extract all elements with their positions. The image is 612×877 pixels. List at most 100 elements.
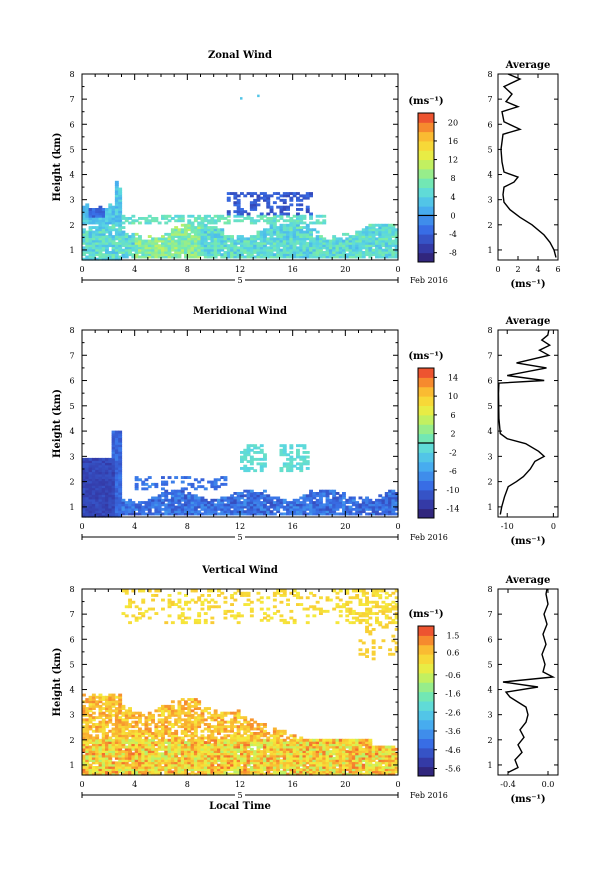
heatmap-cells — [82, 431, 399, 518]
heatmap-cell — [289, 203, 293, 206]
heatmap-cell — [217, 605, 221, 608]
chart-title: Zonal Wind — [208, 50, 272, 61]
heatmap-cell — [240, 97, 243, 100]
heatmap-cell — [154, 483, 158, 486]
heatmap-cell — [237, 709, 241, 712]
average-y-tick-label: 5 — [487, 145, 492, 154]
heatmap-cell — [148, 617, 152, 620]
colorbar-segment — [418, 160, 434, 170]
heatmap-cell — [122, 705, 126, 708]
colorbar-tick-label: 14 — [448, 373, 458, 382]
heatmap-cell — [280, 601, 284, 604]
heatmap-cell — [299, 596, 303, 599]
average-title: Average — [505, 60, 551, 71]
average-y-tick-label: 4 — [487, 171, 492, 180]
heatmap-cell — [260, 449, 264, 452]
heatmap-cell — [237, 199, 241, 202]
colorbar-segment — [418, 206, 434, 216]
average-x-label: (ms⁻¹) — [510, 279, 545, 290]
heatmap-cell — [220, 592, 224, 595]
colorbar-segment — [418, 415, 434, 425]
y-tick-label: 5 — [69, 145, 74, 154]
average-y-tick-label: 1 — [487, 246, 492, 255]
heatmap-cell — [289, 451, 293, 454]
average-x-tick-label: 6 — [555, 265, 560, 274]
heatmap-cell — [299, 603, 303, 606]
heatmap-cell — [164, 481, 168, 484]
colorbar-segment — [418, 141, 434, 151]
heatmap-cell — [230, 603, 234, 606]
heatmap-cell — [286, 621, 290, 624]
average-y-tick-label: 6 — [487, 120, 492, 129]
heatmap-cell — [154, 612, 158, 615]
heatmap-cell — [204, 619, 208, 622]
heatmap-cell — [148, 728, 152, 731]
heatmap-cell — [289, 610, 293, 613]
colorbar-segment — [418, 132, 434, 142]
colorbar-tick-label: 0 — [450, 211, 455, 220]
colorbar-segment — [418, 471, 434, 481]
colorbar-segment — [418, 113, 434, 123]
heatmap-cell — [257, 95, 260, 98]
heatmap-cell — [224, 601, 228, 604]
heatmap-cell — [131, 215, 135, 218]
colorbar-unit: (ms⁻¹) — [408, 96, 443, 107]
average-x-tick-label: -10 — [501, 522, 514, 531]
average-y-tick-label: 5 — [487, 402, 492, 411]
heatmap-cell — [286, 603, 290, 606]
heatmap-cell — [243, 716, 247, 719]
heatmap-cell — [283, 590, 287, 593]
heatmap-cell — [263, 490, 267, 493]
heatmap-cell — [204, 612, 208, 615]
y-tick-label: 8 — [69, 326, 74, 335]
x-tick-label: 16 — [288, 522, 298, 531]
heatmap-cell — [263, 453, 267, 456]
chart-title: Meridional Wind — [193, 306, 287, 317]
average-y-tick-label: 3 — [487, 452, 492, 461]
heatmap-cell — [201, 478, 205, 481]
heatmap-cell — [293, 734, 297, 737]
heatmap-cell — [171, 700, 175, 703]
y-tick-label: 6 — [69, 120, 74, 129]
heatmap-cell — [224, 476, 228, 479]
heatmap-cell — [141, 599, 145, 602]
average-y-tick-label: 4 — [487, 427, 492, 436]
colorbar-unit: (ms⁻¹) — [408, 351, 443, 362]
heatmap-cell — [224, 596, 228, 599]
heatmap-cell — [250, 608, 254, 611]
heatmap-cell — [230, 610, 234, 613]
date-suffix: Feb 2016 — [410, 533, 448, 542]
heatmap-cell — [204, 487, 208, 490]
heatmap-cell — [342, 492, 346, 495]
heatmap-cell — [316, 231, 320, 234]
x-tick-label: 4 — [132, 522, 137, 531]
heatmap-cell — [260, 601, 264, 604]
heatmap-cell — [187, 617, 191, 620]
x-tick-label: 0 — [79, 522, 84, 531]
heatmap-cell — [197, 612, 201, 615]
date-label: 5 — [237, 276, 242, 285]
heatmap-cell — [138, 608, 142, 611]
heatmap-cell — [187, 608, 191, 611]
y-tick-label: 7 — [69, 351, 74, 360]
heatmap-cell — [118, 694, 122, 697]
heatmap-cell — [154, 594, 158, 597]
average-title: Average — [505, 316, 551, 327]
heatmap-cell — [283, 199, 287, 202]
average-profile-line — [501, 74, 556, 258]
heatmap-cell — [299, 208, 303, 211]
heatmap-cell — [184, 621, 188, 624]
heatmap-cell — [233, 599, 237, 602]
colorbar-tick-label: -2 — [449, 448, 457, 457]
heatmap-cell — [210, 617, 214, 620]
average-y-tick-label: 8 — [487, 326, 492, 335]
heatmap-cell — [247, 592, 251, 595]
heatmap-cell — [260, 596, 264, 599]
heatmap-cell — [151, 608, 155, 611]
heatmap-cell — [247, 213, 251, 216]
heatmap-cell — [293, 619, 297, 622]
colorbar-tick-label: 2 — [450, 430, 455, 439]
